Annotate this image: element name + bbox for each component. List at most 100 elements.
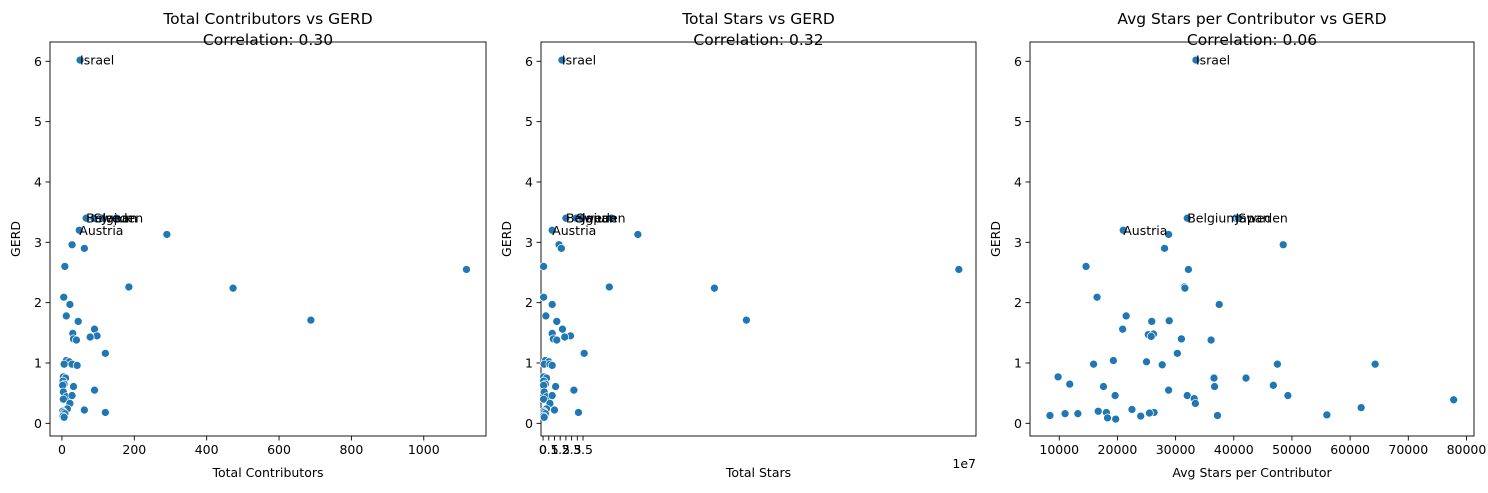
x-axis-label: Total Contributors <box>211 465 323 480</box>
y-axis-label: GERD <box>988 221 1003 257</box>
y-tick-label: 0 <box>525 416 533 431</box>
scatter-point <box>1180 283 1190 293</box>
scatter-point <box>60 262 70 271</box>
scatter-point <box>547 300 557 309</box>
scatter-point <box>1213 411 1222 420</box>
scatter-point <box>1142 357 1151 367</box>
x-tick-label: 2.5 <box>562 442 582 457</box>
y-axis-label: GERD <box>499 221 514 257</box>
scatter-point <box>539 262 548 271</box>
scatter-point <box>742 315 751 325</box>
x-tick-label: 2 <box>562 442 570 457</box>
scatter-point <box>1045 411 1055 420</box>
chart-title: Avg Stars per Contributor vs GERD <box>1117 10 1386 28</box>
scatter-point <box>1127 405 1137 414</box>
scatter-point <box>1118 225 1128 235</box>
scatter-point <box>539 412 549 422</box>
scatter-point <box>1089 359 1098 369</box>
scatter-point <box>69 382 78 391</box>
y-tick-label: 5 <box>1014 114 1022 129</box>
scatter-point <box>1209 373 1219 383</box>
scatter-point <box>1370 359 1380 369</box>
y-tick-label: 6 <box>1014 54 1022 69</box>
x-tick-label: 1000 <box>408 442 440 457</box>
scatter-point <box>561 213 571 223</box>
x-axis-label: Avg Stars per Contributor <box>1172 465 1332 480</box>
x-tick-label: 0 <box>539 442 547 457</box>
plot-area-frame <box>540 41 977 437</box>
scatter-point <box>551 382 560 391</box>
scatter-point <box>1164 385 1173 395</box>
x-tick-label: 0 <box>58 442 66 457</box>
scatter-point <box>101 408 110 417</box>
scatter-point <box>1173 348 1182 358</box>
scatter-point <box>67 391 77 400</box>
scatter-point <box>1081 262 1091 271</box>
scatter-point <box>1177 334 1186 344</box>
scatter-point <box>633 230 643 239</box>
point-annotation: Israel <box>562 53 596 68</box>
scatter-point <box>1164 316 1174 326</box>
scatter-point <box>1191 399 1200 408</box>
point-annotation: Japan <box>581 211 617 226</box>
y-tick-label: 1 <box>34 355 42 370</box>
y-tick-label: 3 <box>1014 235 1022 250</box>
x-tick-label: 30000 <box>1156 442 1196 457</box>
scatter-point <box>1110 391 1120 400</box>
point-annotation: Belgium <box>1187 211 1238 226</box>
scatter-point <box>604 282 614 292</box>
scatter-point <box>98 213 107 223</box>
x-tick-label: 60000 <box>1330 442 1370 457</box>
chart-title: Total Stars vs GERD <box>681 10 835 28</box>
scatter-point <box>1136 411 1146 421</box>
chart-panel-3: Avg Stars per Contributor vs GERD Correla… <box>988 10 1486 480</box>
y-tick-label: 4 <box>34 174 42 189</box>
chart-title: Total Contributors vs GERD <box>162 10 372 28</box>
x-tick-label: 20000 <box>1098 442 1138 457</box>
scatter-point <box>607 213 616 223</box>
scatter-point <box>75 55 85 65</box>
scatter-point <box>90 385 99 395</box>
point-annotation: Sweden <box>1238 211 1287 226</box>
scatter-point <box>558 324 567 334</box>
scatter-point <box>1191 55 1201 65</box>
scatter-point <box>101 348 110 358</box>
scatter-point <box>162 230 172 239</box>
y-axis-label: GERD <box>8 221 23 257</box>
scatter-point <box>59 412 69 422</box>
x-tick-label: 1 <box>551 442 559 457</box>
y-tick-label: 1 <box>1014 355 1022 370</box>
scatter-point <box>1268 380 1278 390</box>
scatter-point <box>1157 360 1167 370</box>
point-annotation: Sweden <box>576 211 625 226</box>
scatter-point <box>1241 373 1251 383</box>
scatter-point <box>462 265 471 274</box>
x-tick-label: 0.5 <box>539 442 559 457</box>
scatter-point <box>1099 382 1108 391</box>
scatter-point <box>59 359 69 369</box>
x-tick-label: 200 <box>122 442 146 457</box>
scatter-point <box>1206 335 1216 345</box>
scatter-point <box>1060 409 1070 419</box>
scatter-point <box>80 405 89 415</box>
scatter-point <box>65 300 75 309</box>
chart-subtitle: Correlation: 0.30 <box>203 31 333 49</box>
scatter-point <box>1322 410 1332 420</box>
chart-panel-1: Total Contributors vs GERD Correlation: 0… <box>8 10 487 480</box>
point-annotation: Belgium <box>566 211 617 226</box>
scatter-point <box>1145 408 1154 418</box>
scatter-point <box>574 408 583 417</box>
scatter-point <box>552 335 562 345</box>
scatter-point <box>1273 359 1282 369</box>
y-tick-label: 6 <box>525 54 533 69</box>
chart-subtitle: Correlation: 0.32 <box>693 31 823 49</box>
point-annotation: Japan <box>1235 211 1271 226</box>
scatter-point <box>1214 300 1224 309</box>
scatter-point <box>306 315 316 325</box>
x-tick-label: 3.5 <box>573 442 593 457</box>
scatter-point <box>579 348 589 358</box>
y-tick-label: 6 <box>34 54 42 69</box>
scatter-point <box>1109 356 1118 365</box>
scatter-point <box>710 283 719 293</box>
scatter-point <box>1065 379 1075 389</box>
